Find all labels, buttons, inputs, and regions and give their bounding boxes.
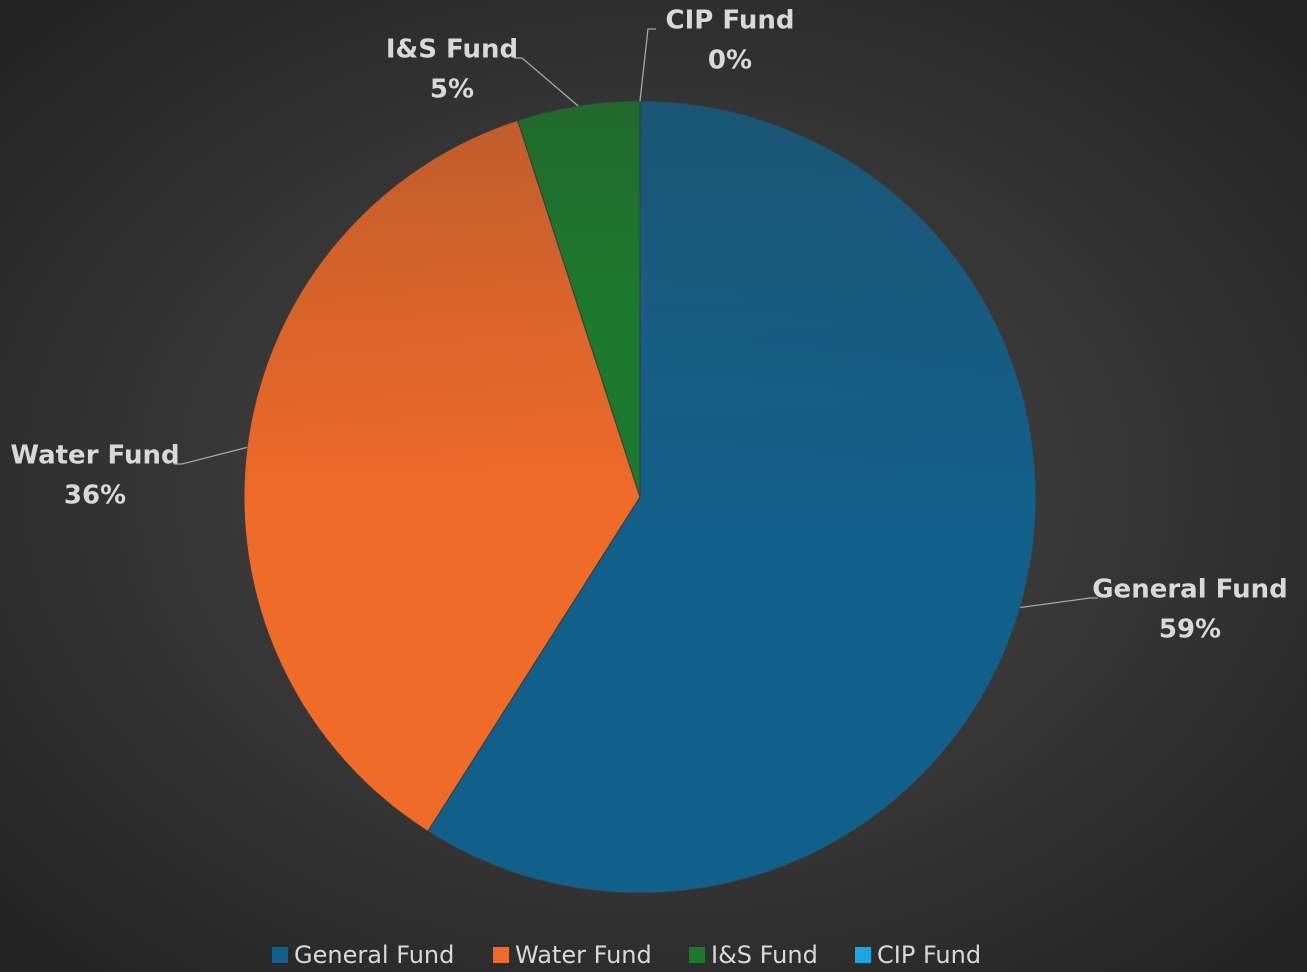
pie-slice <box>427 100 1037 894</box>
legend-label: General Fund <box>294 941 454 969</box>
data-label-name: General Fund <box>1092 575 1288 605</box>
legend-label: CIP Fund <box>877 941 981 969</box>
data-label-name: I&S Fund <box>386 35 518 65</box>
legend-swatch <box>272 947 288 963</box>
leader-line <box>1020 597 1098 609</box>
legend-swatch <box>855 947 871 963</box>
leader-line <box>639 28 656 102</box>
data-label-value: 59% <box>1159 615 1221 645</box>
data-label-name: CIP Fund <box>666 6 795 36</box>
leader-line <box>174 446 248 465</box>
data-label-value: 0% <box>708 46 752 76</box>
data-label-value: 36% <box>64 481 126 511</box>
legend-swatch <box>689 947 705 963</box>
legend-swatch <box>493 947 509 963</box>
legend-label: I&S Fund <box>711 941 818 969</box>
data-label-value: 5% <box>430 75 474 105</box>
pie-slice <box>243 119 641 833</box>
data-label-name: Water Fund <box>10 441 179 471</box>
legend-label: Water Fund <box>515 941 652 969</box>
leader-line <box>514 57 579 107</box>
